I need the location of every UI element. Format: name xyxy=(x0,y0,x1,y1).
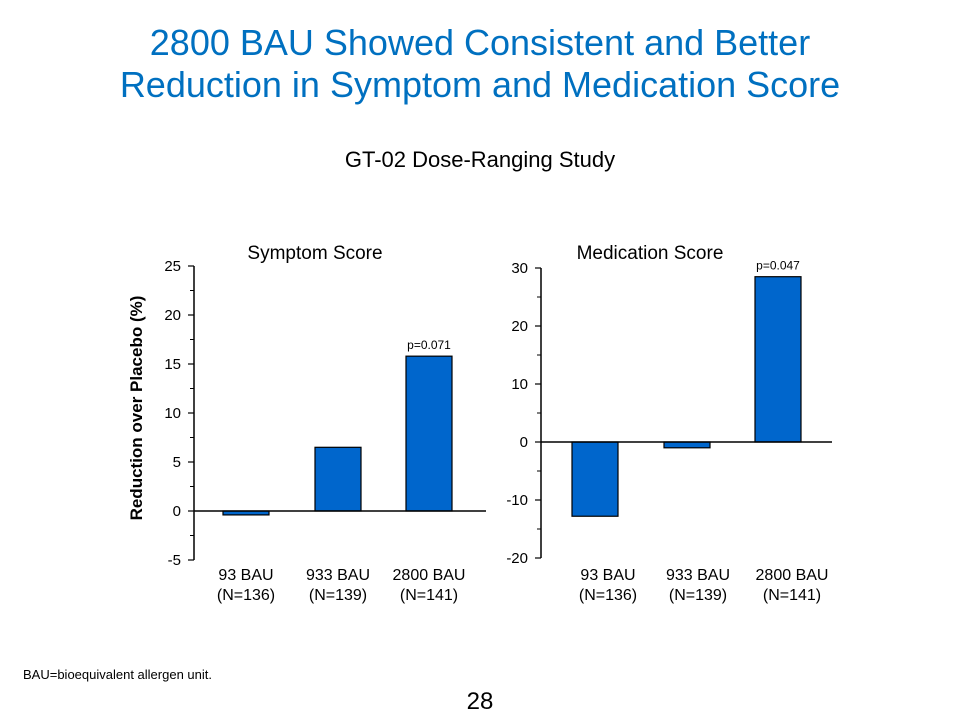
chart2-category-note: (N=141) xyxy=(763,587,821,604)
page-number: 28 xyxy=(466,688,494,715)
chart2-category-label: 93 BAU xyxy=(580,567,635,584)
chart1-y-tick-label: 20 xyxy=(164,307,181,324)
slide-subtitle: GT-02 Dose-Ranging Study xyxy=(344,147,616,172)
chart1-category-label: 93 BAU xyxy=(218,567,273,584)
chart1-category-label: 933 BAU xyxy=(306,567,370,584)
chart1-category-note: (N=139) xyxy=(309,587,367,604)
chart2-p-value-annotation: p=0.047 xyxy=(756,259,800,273)
chart1-y-tick-label: 5 xyxy=(173,454,181,471)
chart1-category-label: 2800 BAU xyxy=(393,567,466,584)
chart1-y-tick-label: -5 xyxy=(168,552,181,569)
chart2-bar-933-bau xyxy=(663,441,711,449)
chart1-y-tick-label: 15 xyxy=(164,356,181,373)
chart2-category-note: (N=136) xyxy=(579,587,637,604)
chart2-y-tick-label: -20 xyxy=(506,550,528,567)
slide-title-line-2: Reduction in Symptom and Medication Scor… xyxy=(119,64,841,105)
chart2-y-tick-label: 20 xyxy=(511,318,528,335)
chart2-y-tick-label: 0 xyxy=(520,434,528,451)
chart2-title: Medication Score xyxy=(577,243,724,264)
footnote: BAU=bioequivalent allergen unit. xyxy=(23,667,212,682)
chart1-bar-933-bau xyxy=(314,446,362,512)
chart2-y-tick-label: 10 xyxy=(511,376,528,393)
chart1-category-note: (N=141) xyxy=(400,587,458,604)
chart2-bar-2800-bau xyxy=(754,276,802,443)
chart1-y-axis-label: Reduction over Placebo (%) xyxy=(127,296,146,521)
chart2-bar-93-bau xyxy=(571,441,619,517)
chart2-category-note: (N=139) xyxy=(669,587,727,604)
chart1-y-tick-label: 10 xyxy=(164,405,181,422)
slide-title: 2800 BAU Showed Consistent and Better Re… xyxy=(0,22,960,106)
chart1-p-value-annotation: p=0.071 xyxy=(407,338,451,352)
chart1-title: Symptom Score xyxy=(247,243,382,264)
chart1-y-tick-label: 25 xyxy=(164,258,181,275)
chart1-bar-2800-bau xyxy=(405,355,453,512)
chart2-y-tick-label: 30 xyxy=(511,260,528,277)
chart1-y-tick-label: 0 xyxy=(173,503,181,520)
chart1-category-note: (N=136) xyxy=(217,587,275,604)
chart2-category-label: 933 BAU xyxy=(666,567,730,584)
slide-title-line-1: 2800 BAU Showed Consistent and Better xyxy=(149,22,811,63)
chart2-y-tick-label: -10 xyxy=(506,492,528,509)
chart2-category-label: 2800 BAU xyxy=(756,567,829,584)
